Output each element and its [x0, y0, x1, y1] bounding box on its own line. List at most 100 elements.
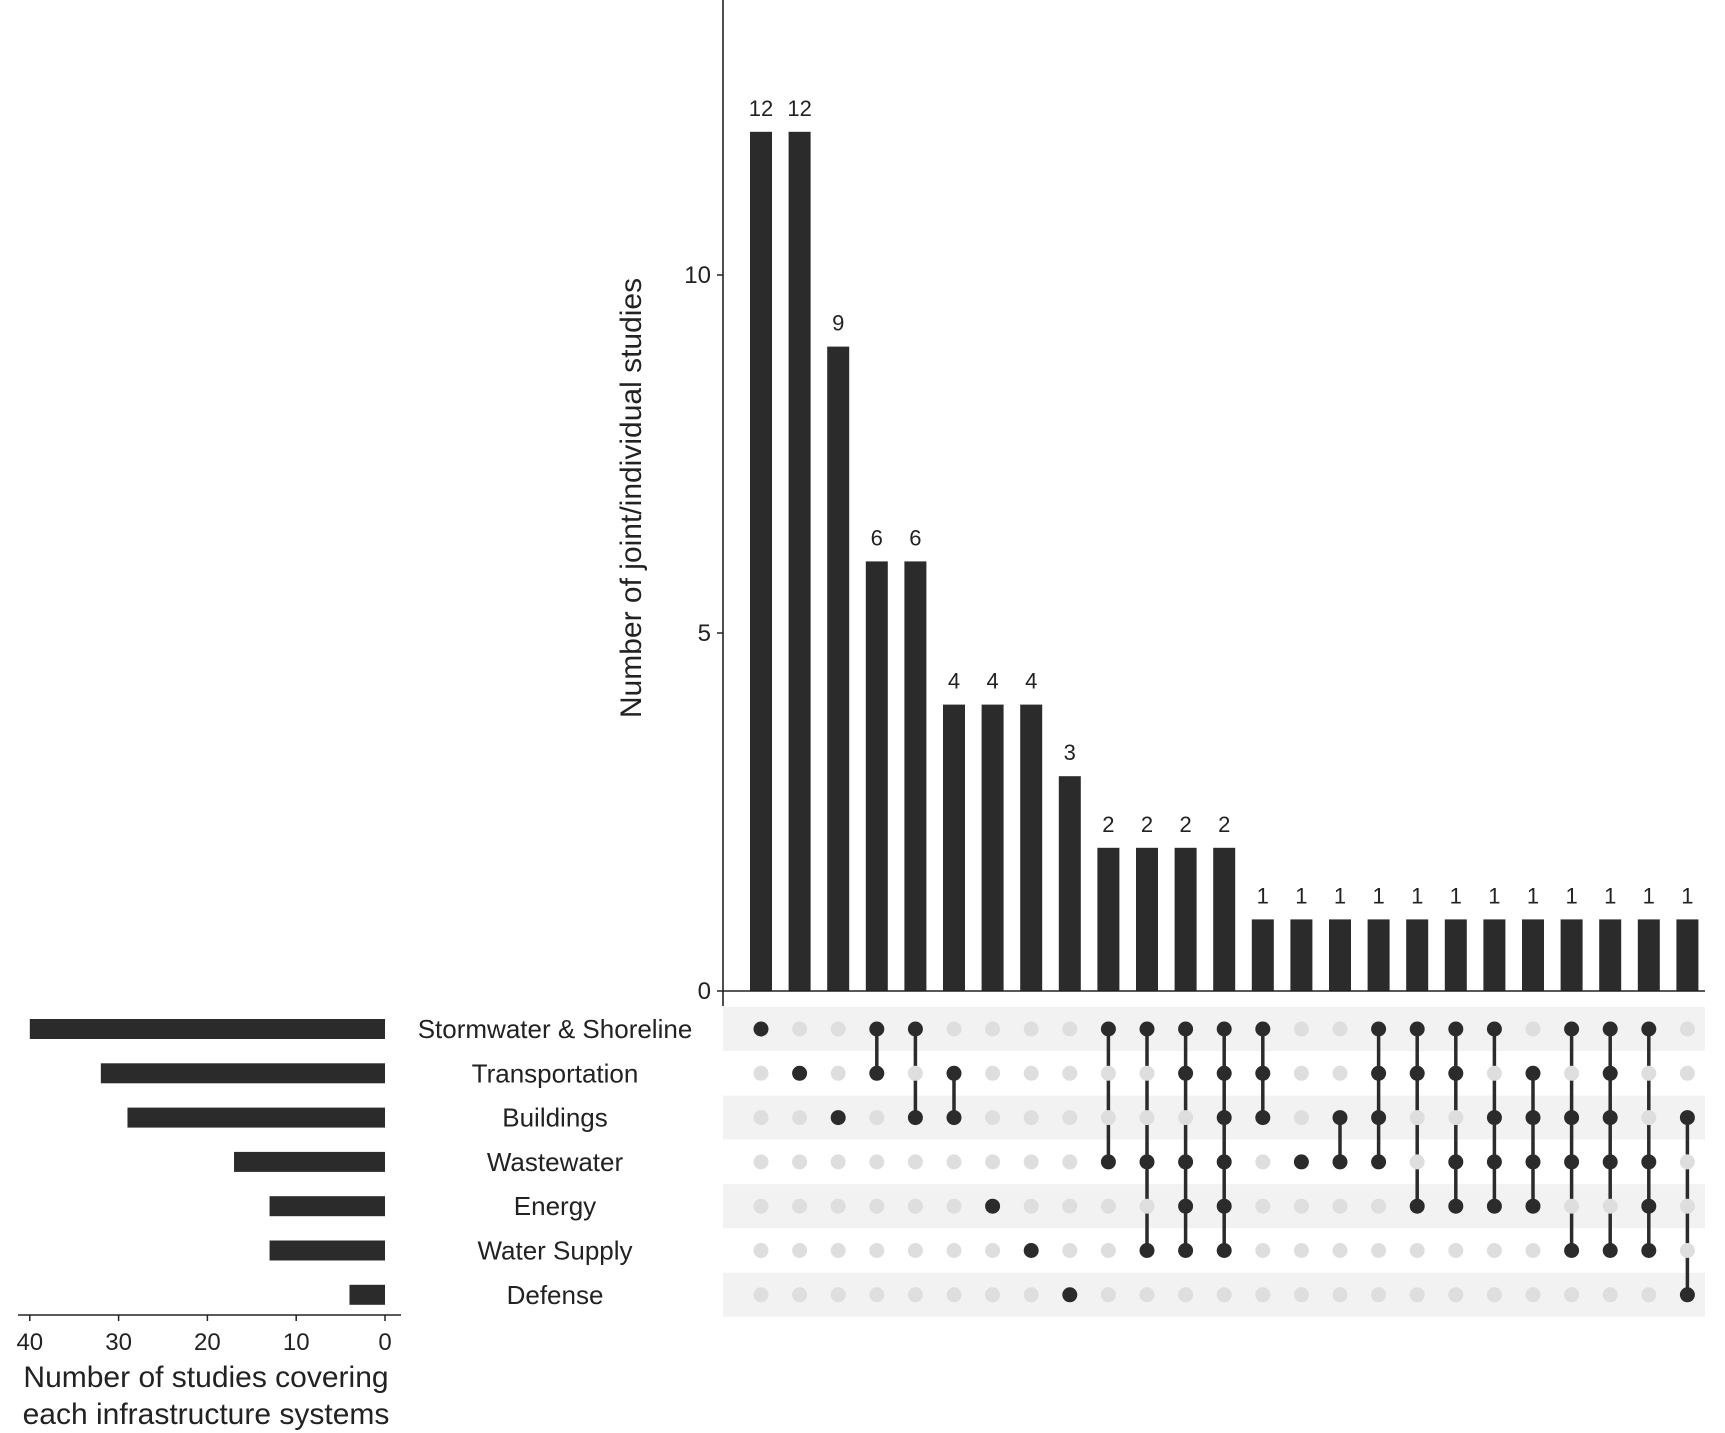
- membership-dot-inactive: [830, 1287, 846, 1303]
- membership-dot-inactive: [869, 1110, 885, 1126]
- membership-dot-active: [1602, 1110, 1618, 1126]
- set-size-bar: [100, 1063, 385, 1084]
- set-axis-label: Number of studies covering: [23, 1361, 388, 1394]
- membership-dot-inactive: [1062, 1154, 1078, 1170]
- membership-dot-active: [1409, 1021, 1425, 1037]
- membership-dot-inactive: [830, 1065, 846, 1081]
- membership-dot-active: [1178, 1065, 1194, 1081]
- membership-dot-inactive: [1641, 1065, 1657, 1081]
- membership-dot-inactive: [1448, 1110, 1464, 1126]
- membership-dot-active: [1525, 1198, 1541, 1214]
- membership-dot-inactive: [1293, 1110, 1309, 1126]
- membership-dot-inactive: [907, 1287, 923, 1303]
- membership-dot-inactive: [1641, 1287, 1657, 1303]
- y-tick-label: 10: [684, 262, 711, 289]
- membership-dot-active: [1293, 1154, 1309, 1170]
- y-tick-label: 5: [698, 620, 711, 647]
- membership-dot-inactive: [792, 1021, 808, 1037]
- set-size-bar: [269, 1240, 385, 1261]
- membership-dot-active: [1178, 1198, 1194, 1214]
- membership-dot-active: [1255, 1021, 1271, 1037]
- membership-dot-inactive: [1409, 1110, 1425, 1126]
- membership-dot-active: [1216, 1243, 1232, 1258]
- membership-dot-active: [1679, 1287, 1695, 1303]
- membership-dot-inactive: [1062, 1021, 1078, 1037]
- membership-dot-inactive: [792, 1198, 808, 1214]
- bar-value-label: 2: [1179, 812, 1191, 837]
- bar-value-label: 2: [1141, 812, 1153, 837]
- row-stripe: [723, 1184, 1705, 1229]
- membership-dot-inactive: [1371, 1287, 1387, 1303]
- membership-dot-inactive: [907, 1243, 923, 1258]
- membership-dot-active: [1255, 1065, 1271, 1081]
- membership-dot-inactive: [869, 1287, 885, 1303]
- membership-dot-inactive: [1332, 1287, 1348, 1303]
- membership-dot-active: [1448, 1021, 1464, 1037]
- intersection-bar: [1483, 919, 1506, 991]
- intersection-bar: [1213, 847, 1236, 991]
- membership-dot-inactive: [1371, 1243, 1387, 1258]
- membership-dot-inactive: [1293, 1287, 1309, 1303]
- membership-dot-inactive: [1062, 1198, 1078, 1214]
- membership-dot-active: [1525, 1065, 1541, 1081]
- membership-dot-inactive: [946, 1021, 962, 1037]
- membership-dot-active: [1409, 1065, 1425, 1081]
- membership-dot-inactive: [1100, 1243, 1116, 1258]
- membership-dot-inactive: [1679, 1243, 1695, 1258]
- bar-value-label: 1: [1565, 883, 1577, 908]
- membership-dot-active: [1602, 1065, 1618, 1081]
- membership-dot-inactive: [1023, 1021, 1039, 1037]
- membership-dot-inactive: [792, 1243, 808, 1258]
- membership-dot-inactive: [985, 1021, 1001, 1037]
- membership-dot-active: [1486, 1154, 1502, 1170]
- membership-dot-inactive: [1332, 1243, 1348, 1258]
- membership-dot-active: [869, 1021, 885, 1037]
- intersection-bar: [1020, 704, 1043, 991]
- bar-value-label: 4: [948, 669, 960, 694]
- intersection-bar: [1251, 919, 1274, 991]
- set-axis-tick-label: 30: [105, 1329, 132, 1356]
- membership-dot-inactive: [985, 1243, 1001, 1258]
- set-size-bar: [127, 1107, 385, 1128]
- membership-dot-active: [1564, 1110, 1580, 1126]
- set-name-label: Stormwater & Shoreline: [418, 1014, 693, 1044]
- membership-dot-active: [1371, 1154, 1387, 1170]
- row-stripe: [723, 1007, 1705, 1051]
- membership-dot-active: [753, 1021, 769, 1037]
- membership-dot-inactive: [1255, 1154, 1271, 1170]
- membership-dot-inactive: [1100, 1065, 1116, 1081]
- membership-dot-inactive: [830, 1021, 846, 1037]
- intersection-bar: [1522, 919, 1544, 991]
- membership-dot-inactive: [1486, 1065, 1502, 1081]
- membership-dot-inactive: [1679, 1021, 1695, 1037]
- membership-dot-inactive: [869, 1243, 885, 1258]
- membership-dot-inactive: [1255, 1198, 1271, 1214]
- membership-dot-active: [1564, 1154, 1580, 1170]
- intersection-bar: [1637, 919, 1660, 991]
- set-name-label: Wastewater: [487, 1147, 624, 1177]
- bar-value-label: 1: [1450, 883, 1462, 908]
- membership-dot-active: [1216, 1198, 1232, 1214]
- membership-dot-active: [1139, 1154, 1155, 1170]
- intersection-bar: [904, 561, 927, 991]
- membership-dot-inactive: [1332, 1021, 1348, 1037]
- set-name-label: Defense: [507, 1280, 604, 1310]
- membership-dot-active: [1255, 1110, 1271, 1126]
- membership-dot-inactive: [1062, 1065, 1078, 1081]
- membership-dot-inactive: [1409, 1154, 1425, 1170]
- bar-value-label: 1: [1488, 883, 1500, 908]
- membership-dot-active: [1486, 1021, 1502, 1037]
- membership-dot-inactive: [1139, 1110, 1155, 1126]
- membership-dot-inactive: [753, 1198, 769, 1214]
- membership-dot-active: [1602, 1154, 1618, 1170]
- set-name-label: Buildings: [502, 1103, 608, 1133]
- membership-dot-active: [1100, 1154, 1116, 1170]
- membership-dot-inactive: [830, 1243, 846, 1258]
- set-size-x-axis: 40 30 20 10 0 Number of studies covering each …: [16, 1314, 401, 1431]
- membership-dot-inactive: [792, 1154, 808, 1170]
- set-axis-tick-label: 40: [16, 1329, 43, 1356]
- membership-dot-inactive: [1602, 1287, 1618, 1303]
- bar-value-label: 4: [1025, 669, 1037, 694]
- membership-dot-inactive: [1023, 1110, 1039, 1126]
